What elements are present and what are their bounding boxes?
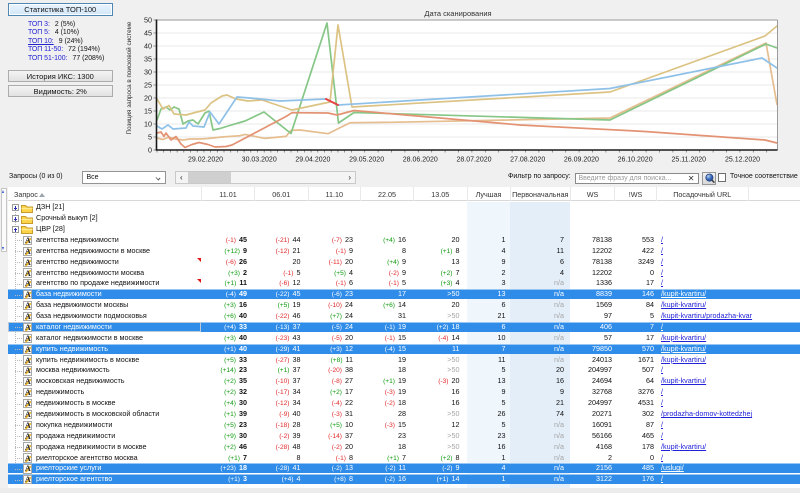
svg-text:0: 0 — [148, 146, 152, 155]
svg-text:25.11.2020: 25.11.2020 — [672, 157, 707, 164]
svg-text:28.07.2020: 28.07.2020 — [456, 157, 491, 164]
svg-text:27.08.2020: 27.08.2020 — [510, 157, 545, 164]
svg-text:50: 50 — [144, 16, 152, 25]
svg-text:29.04.2020: 29.04.2020 — [295, 157, 330, 164]
svg-text:15: 15 — [144, 107, 152, 116]
svg-text:40: 40 — [144, 42, 152, 51]
svg-text:35: 35 — [144, 55, 152, 64]
svg-text:5: 5 — [148, 133, 152, 142]
svg-text:29.02.2020: 29.02.2020 — [188, 157, 223, 164]
svg-text:26.10.2020: 26.10.2020 — [618, 157, 653, 164]
svg-text:26.09.2020: 26.09.2020 — [564, 157, 599, 164]
svg-text:20: 20 — [144, 94, 152, 103]
svg-text:25: 25 — [144, 81, 152, 90]
svg-text:Позиция запроса в поисковой си: Позиция запроса в поисковой системе — [125, 21, 133, 134]
svg-text:Дата сканирования: Дата сканирования — [424, 9, 491, 18]
svg-text:45: 45 — [144, 29, 152, 38]
svg-text:29.05.2020: 29.05.2020 — [349, 157, 384, 164]
svg-text:10: 10 — [144, 120, 152, 129]
svg-text:30: 30 — [144, 68, 152, 77]
svg-text:28.06.2020: 28.06.2020 — [403, 157, 438, 164]
svg-text:25.12.2020: 25.12.2020 — [725, 157, 760, 164]
svg-text:30.03.2020: 30.03.2020 — [242, 157, 277, 164]
